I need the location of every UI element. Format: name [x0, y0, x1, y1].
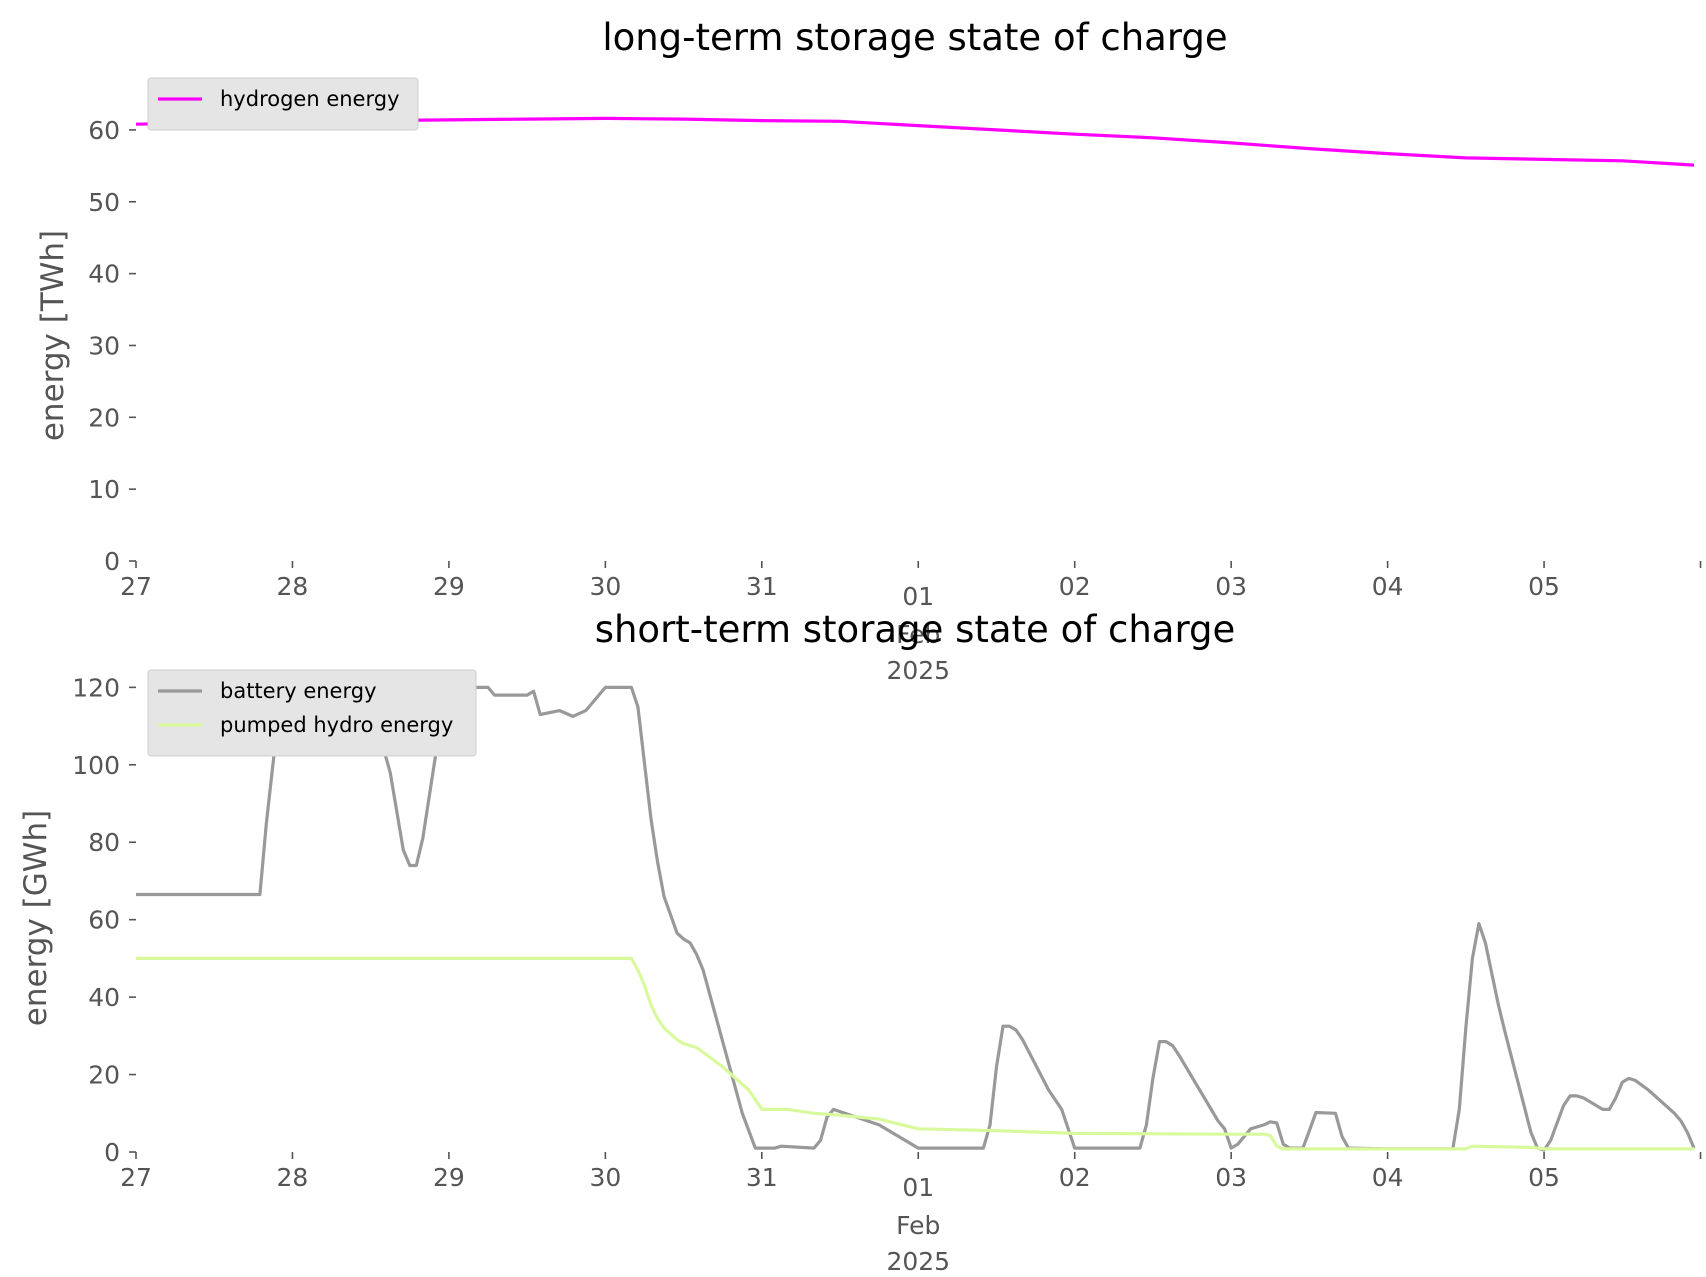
- long-term-chart: long-term storage state of charge energy…: [35, 16, 1702, 685]
- legend-box: [147, 669, 477, 757]
- x-axis: 27 28 29 30 31 01 Feb 2025 02 03 04 05: [120, 561, 1702, 685]
- x-tick-label: 27: [120, 572, 152, 601]
- legend-label: pumped hydro energy: [220, 713, 453, 737]
- x-tick-label: 28: [277, 572, 309, 601]
- x-tick-label: 01: [902, 1173, 934, 1202]
- x-tick-label: 29: [433, 1163, 465, 1192]
- x-tick-label: 04: [1372, 1163, 1404, 1192]
- y-axis: 0 20 40 60 80 100 120: [72, 673, 136, 1167]
- x-tick-label: 01: [902, 582, 934, 611]
- chart-title: long-term storage state of charge: [602, 16, 1227, 59]
- series-line: [136, 685, 1696, 1152]
- x-tick-label: 30: [589, 572, 621, 601]
- y-tick-label: 60: [88, 116, 120, 145]
- x-major-label: Feb: [896, 620, 940, 649]
- x-tick-label: 29: [433, 572, 465, 601]
- y-tick-label: 100: [72, 751, 120, 780]
- chart-title: short-term storage state of charge: [595, 608, 1236, 651]
- x-major-label: 2025: [886, 656, 950, 685]
- x-tick-label: 28: [277, 1163, 309, 1192]
- series-line: [136, 956, 1694, 1151]
- x-tick-label: 03: [1215, 572, 1247, 601]
- y-tick-label: 50: [88, 188, 120, 217]
- legend-label: battery energy: [220, 679, 377, 703]
- y-tick-label: 0: [104, 547, 120, 576]
- x-tick-label: 05: [1528, 572, 1560, 601]
- x-tick-label: 31: [746, 1163, 778, 1192]
- x-major-label: 2025: [886, 1247, 950, 1276]
- y-tick-label: 40: [88, 983, 120, 1012]
- x-tick-label: 04: [1372, 572, 1404, 601]
- x-tick-label: 27: [120, 1163, 152, 1192]
- short-term-chart: short-term storage state of charge energ…: [18, 608, 1702, 1276]
- y-tick-label: 20: [88, 1061, 120, 1090]
- legend-label: hydrogen energy: [220, 87, 400, 111]
- y-axis-label: energy [GWh]: [18, 810, 54, 1026]
- legend: hydrogen energy: [147, 77, 419, 131]
- y-axis: 0 10 20 30 40 50 60: [88, 116, 136, 576]
- y-axis-label: energy [TWh]: [35, 230, 71, 441]
- y-tick-label: 10: [88, 475, 120, 504]
- x-tick-label: 31: [746, 572, 778, 601]
- x-tick-label: 03: [1215, 1163, 1247, 1192]
- y-tick-label: 30: [88, 331, 120, 360]
- x-major-label: Feb: [896, 1211, 940, 1240]
- x-axis: 27 28 29 30 31 01 Feb 2025 02 03 04 05: [120, 1152, 1702, 1276]
- plot-area: [136, 685, 1696, 1152]
- y-tick-label: 20: [88, 403, 120, 432]
- y-tick-label: 0: [104, 1138, 120, 1167]
- x-tick-label: 02: [1059, 1163, 1091, 1192]
- x-tick-label: 05: [1528, 1163, 1560, 1192]
- legend: battery energy pumped hydro energy: [147, 669, 477, 757]
- y-tick-label: 120: [72, 673, 120, 702]
- legend-box: [147, 77, 419, 131]
- y-tick-label: 60: [88, 906, 120, 935]
- y-tick-label: 80: [88, 828, 120, 857]
- y-tick-label: 40: [88, 260, 120, 289]
- x-tick-label: 02: [1059, 572, 1091, 601]
- x-tick-label: 30: [589, 1163, 621, 1192]
